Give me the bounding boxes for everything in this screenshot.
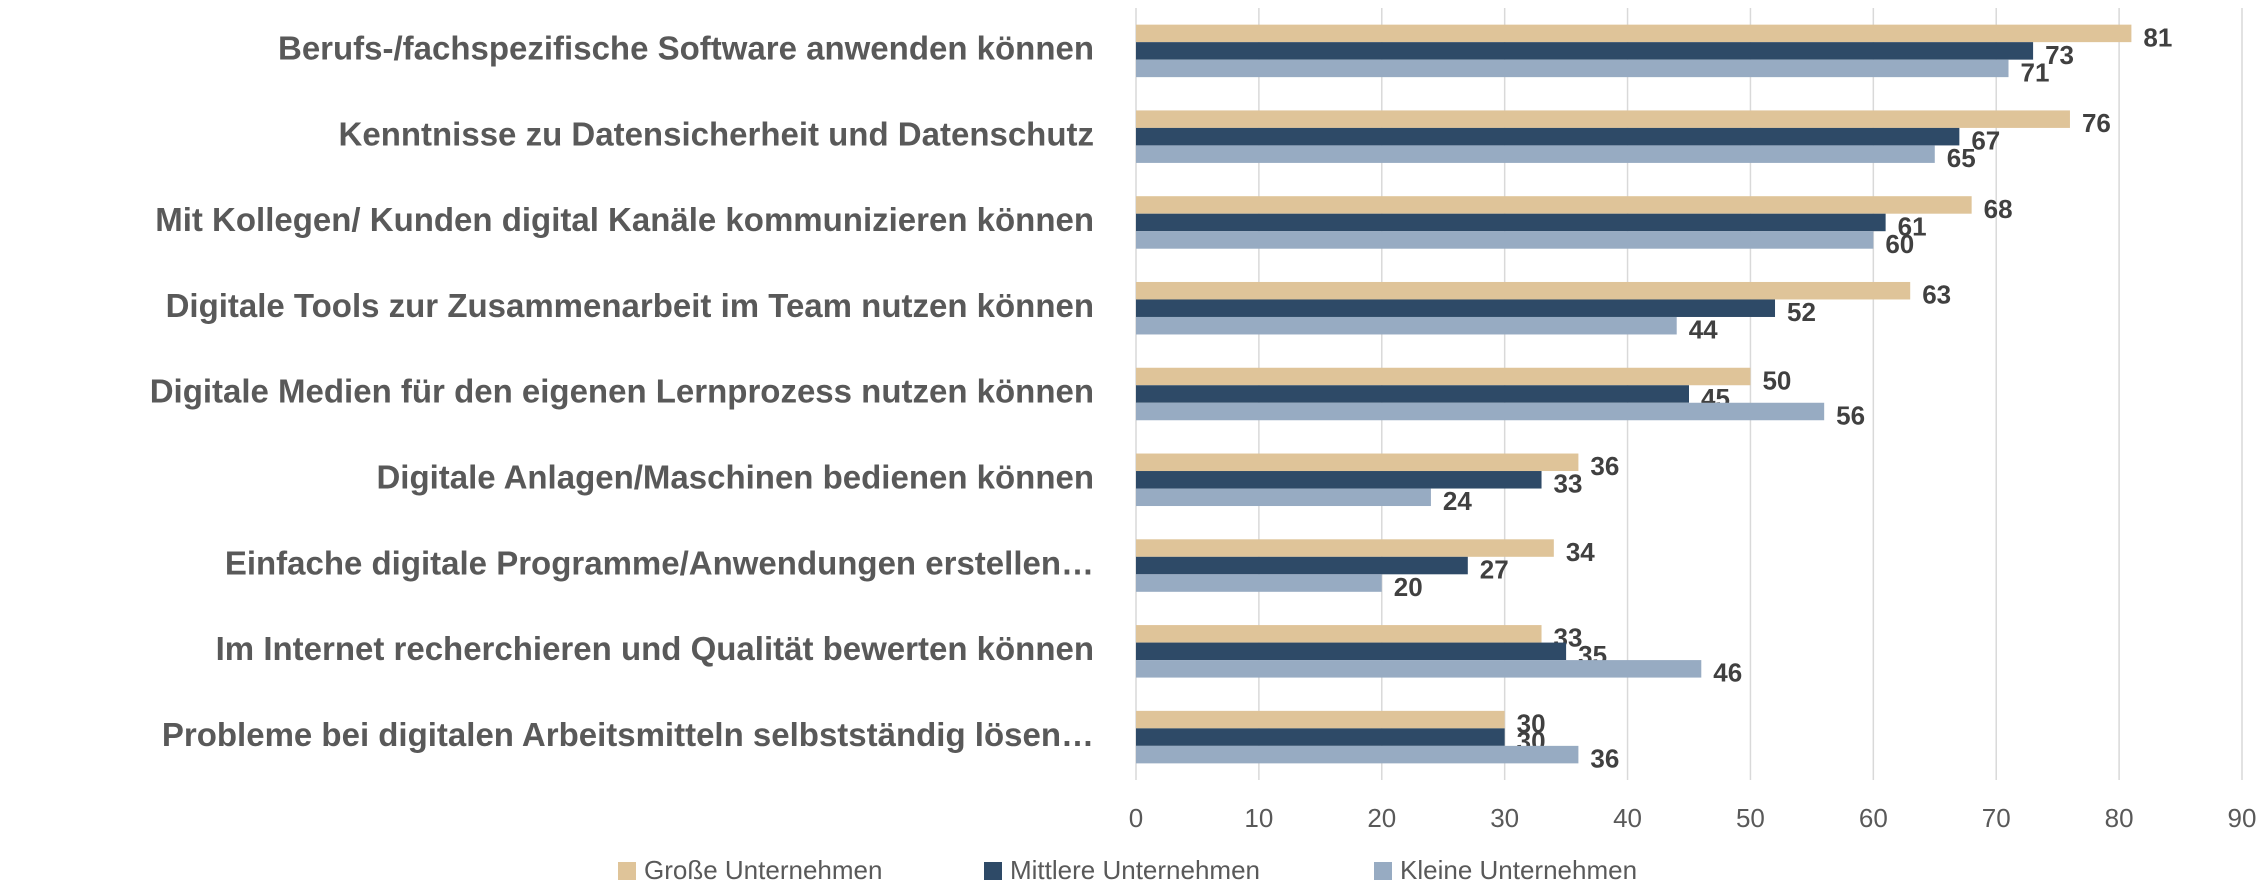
x-tick-label: 10 — [1244, 803, 1273, 833]
bar — [1136, 625, 1542, 643]
data-label: 46 — [1713, 658, 1742, 688]
data-label: 61 — [1898, 211, 1927, 241]
data-label: 50 — [1762, 365, 1791, 395]
category-label: Digitale Tools zur Zusammenarbeit im Tea… — [166, 287, 1094, 324]
bar — [1136, 539, 1554, 557]
bar — [1136, 42, 2034, 60]
x-tick-label: 90 — [2228, 803, 2257, 833]
bar — [1136, 642, 1567, 661]
data-label: 20 — [1394, 572, 1423, 602]
data-label: 67 — [1971, 126, 2000, 156]
data-label: 52 — [1787, 297, 1816, 327]
legend-swatch — [984, 862, 1002, 880]
bar — [1136, 745, 1579, 764]
data-label: 34 — [1566, 537, 1595, 567]
data-label: 44 — [1689, 315, 1718, 345]
data-label: 36 — [1590, 451, 1619, 481]
legend-swatch — [1374, 862, 1392, 880]
data-label: 56 — [1836, 400, 1865, 430]
x-tick-label: 60 — [1859, 803, 1888, 833]
category-label: Berufs-/fachspezifische Software anwende… — [278, 30, 1094, 67]
data-label: 76 — [2082, 108, 2111, 138]
bar — [1136, 367, 1751, 386]
bar — [1136, 660, 1702, 678]
bar — [1136, 24, 2132, 43]
data-label: 71 — [2021, 57, 2050, 87]
data-label: 65 — [1947, 143, 1976, 173]
legend-label: Mittlere Unternehmen — [1010, 855, 1260, 885]
bar — [1136, 196, 1972, 214]
x-tick-label: 30 — [1490, 803, 1519, 833]
legend-label: Kleine Unternehmen — [1400, 855, 1637, 885]
data-label: 36 — [1590, 743, 1619, 773]
bar — [1136, 488, 1431, 507]
x-tick-label: 20 — [1367, 803, 1396, 833]
data-label: 30 — [1517, 708, 1546, 738]
category-label: Digitale Anlagen/Maschinen bedienen könn… — [376, 458, 1094, 495]
category-label: Kenntnisse zu Datensicherheit und Datens… — [339, 115, 1094, 152]
bar — [1136, 402, 1825, 421]
bar — [1136, 127, 1960, 146]
bar — [1136, 231, 1874, 249]
data-label: 27 — [1480, 554, 1509, 584]
x-tick-label: 70 — [1982, 803, 2011, 833]
bar — [1136, 574, 1382, 592]
legend-swatch — [618, 862, 636, 880]
bar — [1136, 59, 2009, 78]
bar — [1136, 556, 1468, 575]
data-label: 81 — [2143, 22, 2172, 52]
data-label: 33 — [1554, 469, 1583, 499]
bar — [1136, 145, 1935, 163]
data-label: 68 — [1984, 194, 2013, 224]
category-label: Digitale Medien für den eigenen Lernproz… — [150, 373, 1094, 410]
category-label: Probleme bei digitalen Arbeitsmitteln se… — [162, 716, 1094, 753]
bar — [1136, 710, 1505, 729]
bar — [1136, 299, 1776, 317]
category-label: Mit Kollegen/ Kunden digital Kanäle komm… — [155, 201, 1094, 238]
data-label: 60 — [1885, 229, 1914, 259]
data-label: 73 — [2045, 40, 2074, 70]
bar — [1136, 110, 2070, 128]
bar — [1136, 213, 1886, 232]
bar — [1136, 728, 1505, 746]
bar — [1136, 281, 1911, 300]
data-label: 63 — [1922, 280, 1951, 310]
data-label: 24 — [1443, 486, 1472, 516]
x-tick-label: 0 — [1129, 803, 1143, 833]
category-label: Einfache digitale Programme/Anwendungen … — [225, 544, 1094, 581]
legend-label: Große Unternehmen — [644, 855, 882, 885]
bar — [1136, 471, 1542, 489]
x-tick-label: 40 — [1613, 803, 1642, 833]
x-tick-label: 80 — [2105, 803, 2134, 833]
x-tick-label: 50 — [1736, 803, 1765, 833]
bar — [1136, 316, 1677, 335]
bar — [1136, 385, 1689, 403]
category-label: Im Internet recherchieren und Qualität b… — [216, 630, 1094, 667]
bar — [1136, 453, 1579, 472]
